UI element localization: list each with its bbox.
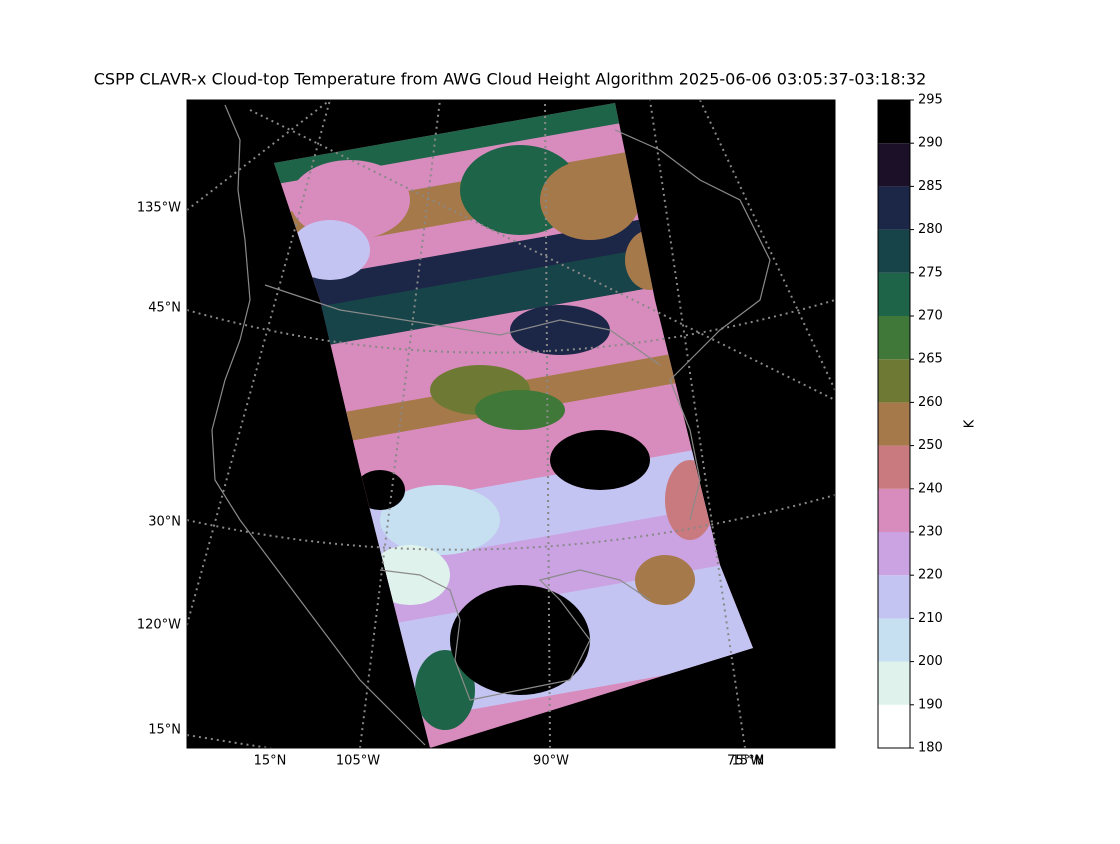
colorbar-tick-label: 260	[918, 395, 943, 410]
colorbar-band	[878, 272, 910, 316]
colorbar-tick-label: 200	[918, 654, 943, 669]
colorbar-tick-label: 265	[918, 352, 943, 367]
graticule	[249, 109, 835, 401]
colorbar-frame	[877, 99, 911, 749]
map-edge-label: 30°N	[148, 515, 181, 530]
map-edge-label: 135°W	[137, 201, 181, 216]
colorbar-tick-label: 280	[918, 222, 943, 237]
colorbar-band	[878, 575, 910, 619]
title: CSPP CLAVR-x Cloud-top Temperature from …	[94, 70, 927, 89]
map-edge-label: 90°W	[533, 754, 569, 769]
graticule	[649, 100, 746, 748]
colorbar-tick-label: 210	[918, 611, 943, 626]
colorbar-tick-label: 220	[918, 568, 943, 583]
cloud-blob	[635, 555, 695, 605]
graticule	[187, 100, 331, 626]
cloud-blob	[475, 390, 565, 430]
cloud-blob	[450, 585, 590, 695]
map-edge-label: 15°N	[148, 723, 181, 738]
cloud-blob	[415, 650, 475, 730]
colorbar-band	[878, 359, 910, 403]
colorbar-tick-label: 295	[918, 93, 943, 108]
colorbar-tick-label: 230	[918, 525, 943, 540]
coastline	[614, 129, 771, 521]
colorbar-band	[878, 704, 910, 748]
colorbar-tick-label: 180	[918, 741, 943, 756]
colorbar-tick-label: 250	[918, 438, 943, 453]
cloud-blob	[380, 485, 500, 555]
map-edge-label: 75°W	[727, 754, 763, 769]
map-edge-label: 15°N	[254, 754, 287, 769]
map-edge-label: 15°N	[732, 754, 765, 769]
graticule	[359, 100, 441, 748]
colorbar-band	[878, 316, 910, 360]
colorbar: 180 190 200 210 220 230 240 250 260 265 270 275 280 2…	[877, 93, 943, 756]
border	[264, 284, 661, 366]
colorbar-band	[878, 532, 910, 576]
colorbar-band	[878, 488, 910, 532]
colorbar-tick-label: 285	[918, 179, 943, 194]
colorbar-band	[878, 143, 910, 187]
graticule	[544, 100, 551, 748]
cloud-blob	[660, 610, 740, 670]
cloud-blob	[550, 430, 650, 490]
colorbar-band	[878, 186, 910, 230]
colorbar-tick-label: 240	[918, 481, 943, 496]
colorbar-tick-label: 190	[918, 697, 943, 712]
cloud-blob	[290, 160, 410, 240]
map-edge-label: 45°N	[148, 301, 181, 316]
graticule	[187, 100, 331, 211]
colorbar-band	[878, 445, 910, 489]
colorbar-label: K	[963, 419, 978, 428]
colorbar-band	[878, 661, 910, 705]
cloud-blob	[510, 305, 610, 355]
colorbar-band	[878, 100, 910, 144]
colorbar-tick-label: 270	[918, 309, 943, 324]
map-overlay	[187, 100, 835, 748]
colorbar-band	[878, 402, 910, 446]
graticule	[187, 494, 835, 551]
cloud-blob	[290, 220, 370, 280]
map-edge-label: 105°W	[336, 754, 380, 769]
cloud-blob	[540, 160, 640, 240]
coastline	[379, 569, 651, 701]
colorbar-band	[878, 618, 910, 662]
colorbar-tick-label: 275	[918, 265, 943, 280]
graticule	[187, 299, 835, 354]
colorbar-band	[878, 229, 910, 273]
colorbar-tick-label: 290	[918, 136, 943, 151]
map-frame	[186, 99, 836, 749]
map-edge-label: 120°W	[137, 618, 181, 633]
coastline	[211, 104, 426, 746]
